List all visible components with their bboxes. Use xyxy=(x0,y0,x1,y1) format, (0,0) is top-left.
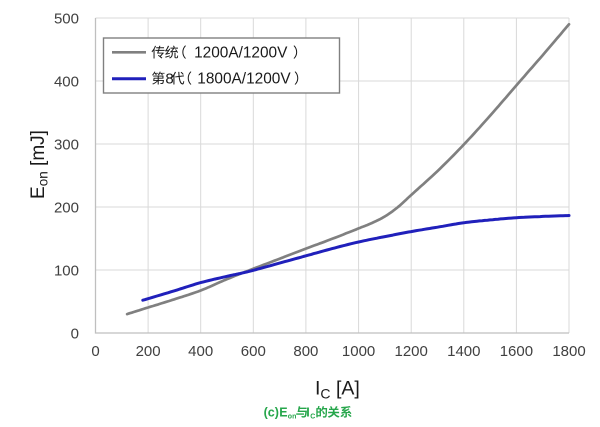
svg-text:I: I xyxy=(306,406,309,420)
svg-text:500: 500 xyxy=(54,11,79,28)
svg-text:800: 800 xyxy=(293,343,318,360)
svg-text:1800A/1200V: 1800A/1200V xyxy=(197,70,291,87)
svg-text:1400: 1400 xyxy=(447,343,480,360)
svg-text:0: 0 xyxy=(91,343,99,360)
svg-text:600: 600 xyxy=(241,343,266,360)
svg-text:Eon [mJ]: Eon [mJ] xyxy=(28,130,51,199)
svg-text:200: 200 xyxy=(54,200,79,217)
svg-text:(c): (c) xyxy=(264,406,279,420)
svg-text:200: 200 xyxy=(136,343,161,360)
svg-text:1200: 1200 xyxy=(395,343,428,360)
svg-text:400: 400 xyxy=(54,74,79,91)
svg-text:0: 0 xyxy=(71,326,79,343)
svg-text:on: on xyxy=(288,414,297,421)
svg-text:1600: 1600 xyxy=(500,343,533,360)
svg-text:300: 300 xyxy=(54,137,79,154)
svg-text:100: 100 xyxy=(54,263,79,280)
svg-text:400: 400 xyxy=(188,343,213,360)
svg-text:8: 8 xyxy=(165,70,173,87)
svg-text:1000: 1000 xyxy=(342,343,375,360)
svg-text:1200A/1200V: 1200A/1200V xyxy=(194,44,288,61)
svg-text:1800: 1800 xyxy=(552,343,585,360)
svg-text:C: C xyxy=(310,414,315,421)
svg-text:E: E xyxy=(279,406,287,420)
